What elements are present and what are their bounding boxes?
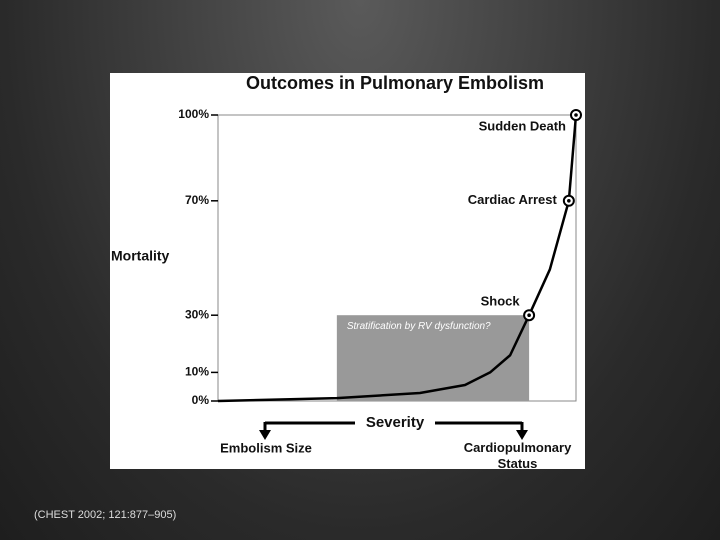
point-dot — [567, 199, 571, 203]
arrow-label: Embolism Size — [220, 440, 312, 455]
point-dot — [574, 113, 578, 117]
chart-panel — [110, 73, 585, 469]
point-dot — [527, 313, 531, 318]
arrow-head — [259, 430, 271, 440]
y-axis-label: Mortality — [111, 248, 170, 264]
x-axis-label: Severity — [366, 414, 425, 431]
point-label: Shock — [481, 294, 521, 309]
arrow-head — [516, 430, 528, 440]
highlight-label: Stratification by RV dysfunction? — [347, 321, 491, 332]
point-label: Sudden Death — [479, 118, 566, 133]
point-label: Cardiac Arrest — [468, 192, 558, 207]
y-tick-label: 30% — [185, 307, 209, 321]
y-tick-label: 10% — [185, 365, 209, 379]
curve — [217, 114, 578, 403]
arrow-label: Cardiopulmonary Status — [463, 440, 572, 471]
y-tick-label: 70% — [185, 193, 209, 207]
chart-title: Outcomes in Pulmonary Embolism — [246, 73, 544, 93]
y-tick-label: 0% — [192, 393, 210, 407]
highlight-box — [336, 315, 530, 401]
source-note: (CHEST 2002; 121:877–905) — [34, 509, 176, 521]
y-tick-label: 100% — [178, 107, 209, 121]
